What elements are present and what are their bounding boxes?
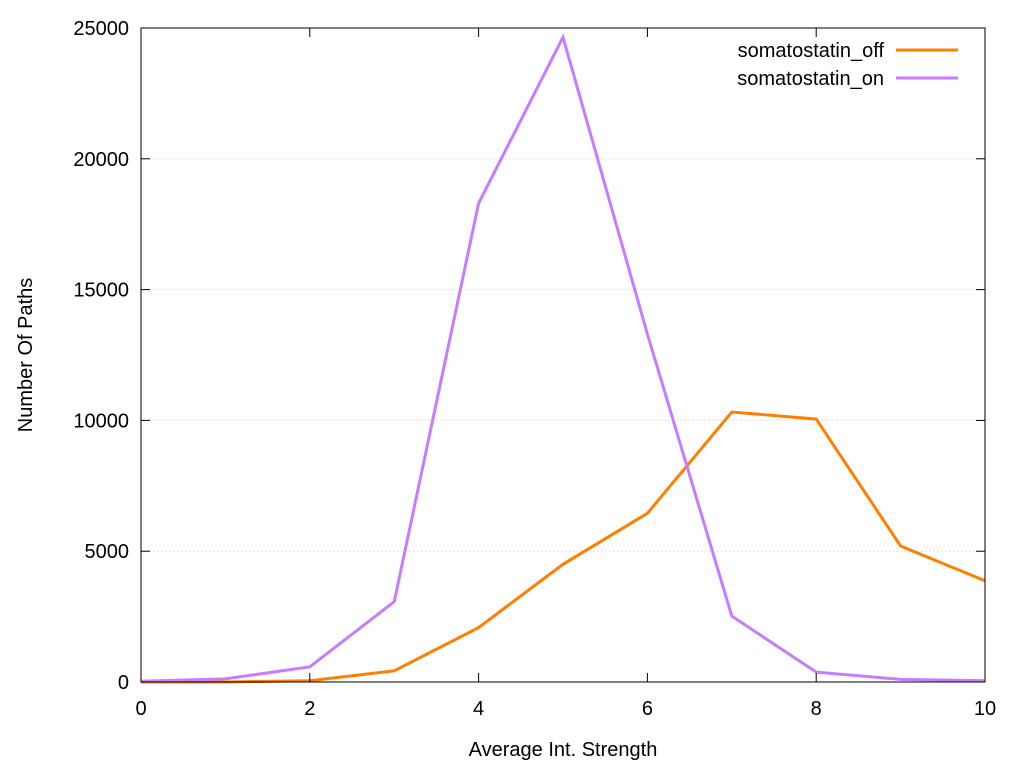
x-tick-label: 6 xyxy=(642,698,653,720)
grid-lines xyxy=(141,158,985,552)
x-tick-label: 10 xyxy=(974,698,996,720)
x-tick-label: 2 xyxy=(304,698,315,720)
series-line-somatostatin-off xyxy=(141,410,986,684)
legend: somatostatin_off somatostatin_on xyxy=(737,40,958,90)
y-tick-label: 5000 xyxy=(85,541,130,563)
axis-ticks: 0 5000 10000 15000 20000 25000 0 2 4 6 8 10 xyxy=(73,18,996,720)
legend-label: somatostatin_off xyxy=(738,40,885,62)
series-line-somatostatin-on xyxy=(140,33,986,683)
series-lines xyxy=(140,33,986,684)
y-tick-label: 0 xyxy=(118,672,129,694)
x-tick-label: 8 xyxy=(811,698,822,720)
plot-frame xyxy=(140,27,986,683)
x-tick-label: 4 xyxy=(473,698,484,720)
y-tick-label: 10000 xyxy=(73,410,129,432)
y-tick-label: 20000 xyxy=(73,149,129,171)
y-tick-label: 15000 xyxy=(73,280,129,302)
x-tick-label: 0 xyxy=(135,698,146,720)
legend-label: somatostatin_on xyxy=(737,68,884,90)
x-axis-label: Average Int. Strength xyxy=(469,739,658,761)
y-tick-label: 25000 xyxy=(73,18,129,40)
y-axis-label: Number Of Paths xyxy=(15,278,37,433)
